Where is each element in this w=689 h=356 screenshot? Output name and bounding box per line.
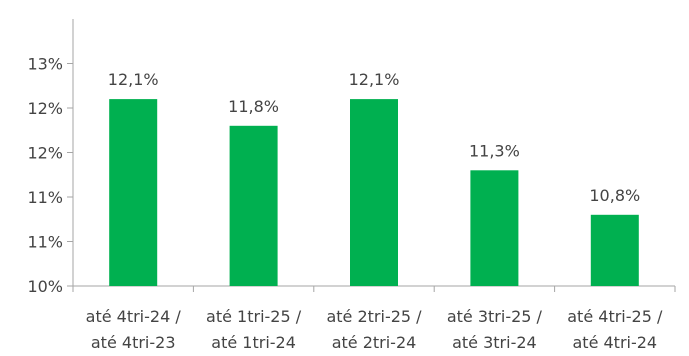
data-label: 11,8%: [228, 97, 279, 116]
data-label: 10,8%: [589, 186, 640, 205]
y-tick-label: 10%: [27, 277, 63, 296]
y-tick-label: 12%: [27, 99, 63, 118]
bar: [590, 214, 639, 286]
bar: [229, 125, 278, 286]
category-label: até 4tri-24: [572, 333, 657, 352]
category-label: até 1tri-24: [211, 333, 296, 352]
category-label: até 1tri-25 /: [206, 307, 302, 326]
category-label: até 3tri-25 /: [447, 307, 543, 326]
data-labels: 12,1% 11,8% 12,1% 11,3% 10,8%: [108, 70, 640, 205]
y-tick-label: 11%: [27, 188, 63, 207]
category-label: até 2tri-24: [332, 333, 417, 352]
y-tick-label: 12%: [27, 144, 63, 163]
bar: [470, 170, 519, 286]
bar: [350, 99, 398, 286]
bar: [109, 99, 158, 286]
bars: [109, 99, 639, 286]
category-labels: até 4tri-24 / até 4tri-23 até 1tri-25 / até…: [86, 307, 663, 352]
category-label: até 4tri-24 /: [86, 307, 182, 326]
data-label: 12,1%: [108, 70, 159, 89]
y-tick-labels: 10% 11% 11% 12% 12% 13%: [27, 55, 63, 297]
category-label: até 4tri-25 /: [567, 307, 663, 326]
category-label: até 3tri-24: [452, 333, 537, 352]
y-tick-label: 13%: [27, 55, 63, 74]
data-label: 11,3%: [469, 141, 520, 160]
y-tick-label: 11%: [27, 233, 63, 252]
data-label: 12,1%: [349, 70, 400, 89]
category-label: até 4tri-23: [91, 333, 176, 352]
category-label: até 2tri-25 /: [326, 307, 422, 326]
